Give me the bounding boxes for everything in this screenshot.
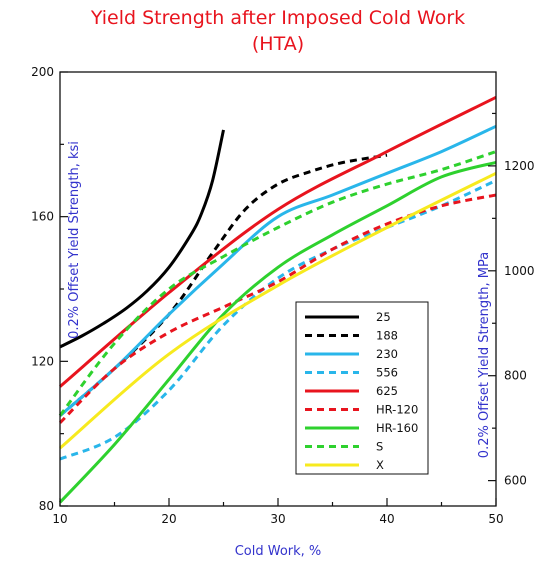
legend-box (295, 301, 429, 475)
legend-label-188: 188 (376, 329, 398, 343)
legend: 25 188 230 556 625 HR-120 HR-160 SX (295, 301, 429, 475)
y2-tick-label: 1000 (504, 264, 535, 278)
y2-tick-label: 800 (504, 369, 527, 383)
legend-label-x: X (376, 458, 384, 472)
legend-label-25: 25 (376, 310, 391, 324)
x-axis-label: Cold Work, % (235, 544, 322, 559)
legend-label-hr-120: HR-120 (376, 403, 418, 417)
series-layer (58, 95, 497, 504)
y-axis-label-right: 0.2% Offset Yield Strength, MPa (477, 252, 492, 458)
plot-frame (59, 71, 497, 507)
chart-title: Yield Strength after Imposed Cold Work (90, 7, 465, 29)
y-tick-label: 120 (31, 354, 54, 368)
series-line-230 (59, 124, 497, 417)
series-line-556 (59, 179, 497, 461)
y-tick-label: 160 (31, 210, 54, 224)
y2-tick-label: 1200 (504, 159, 535, 173)
legend-label-s: S (376, 440, 383, 454)
x-tick-label: 30 (270, 512, 285, 526)
x-tick-label: 10 (52, 512, 67, 526)
legend-label-625: 625 (376, 384, 398, 398)
legend-label-230: 230 (376, 347, 398, 361)
y-tick-label: 200 (31, 65, 54, 79)
series-line-x (59, 171, 497, 450)
series-line-hr-120 (58, 193, 497, 424)
chart-subtitle: (HTA) (252, 33, 304, 55)
series-line-25 (59, 129, 225, 349)
x-tick-label: 20 (161, 512, 176, 526)
x-tick-label: 40 (379, 512, 394, 526)
y2-tick-label: 600 (504, 474, 527, 488)
legend-label-556: 556 (376, 366, 398, 380)
series-line-s (58, 150, 497, 417)
series-line-hr-160 (58, 160, 497, 504)
x-tick-label: 50 (488, 512, 503, 526)
y-tick-label: 80 (39, 499, 54, 513)
y-axis-label-left: 0.2% Offset Yield Strength, ksi (67, 141, 82, 339)
series-line-625 (59, 95, 497, 388)
ticks-layer: 10 20 30 40 50 80 120 160 200 600 800 1000 1200 (31, 65, 534, 526)
legend-label-hr-160: HR-160 (376, 421, 418, 435)
